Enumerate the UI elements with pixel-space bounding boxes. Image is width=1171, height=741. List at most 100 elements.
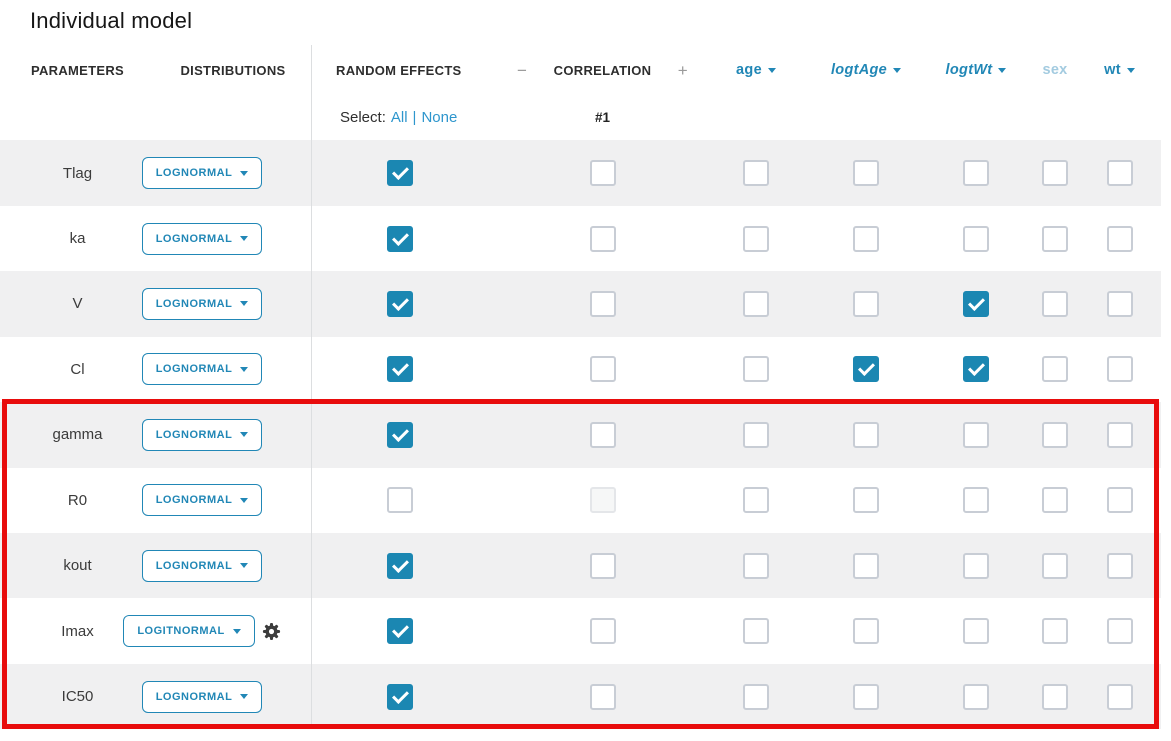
covariate-checkbox-logtWt[interactable] bbox=[963, 421, 989, 448]
covariate-checkbox-wt[interactable] bbox=[1106, 290, 1133, 317]
covariate-checkbox-logtAge[interactable] bbox=[853, 618, 879, 645]
covariate-checkbox-wt[interactable] bbox=[1106, 225, 1133, 252]
covariate-checkbox-age[interactable] bbox=[743, 290, 769, 317]
covariate-checkbox-age[interactable] bbox=[743, 683, 769, 710]
covariate-checkbox-logtWt[interactable] bbox=[963, 356, 989, 383]
covariate-header-sex: sex bbox=[1032, 45, 1078, 95]
correlation-checkbox[interactable] bbox=[589, 225, 616, 252]
covariate-checkbox-wt[interactable] bbox=[1106, 552, 1133, 579]
chevron-down-icon bbox=[767, 67, 776, 73]
random-effect-checkbox[interactable] bbox=[386, 683, 413, 710]
covariate-checkbox-logtWt[interactable] bbox=[963, 683, 989, 710]
covariate-checkbox-logtAge[interactable] bbox=[853, 683, 879, 710]
covariate-checkbox-logtAge[interactable] bbox=[853, 356, 879, 383]
random-effect-checkbox[interactable] bbox=[386, 160, 413, 187]
covariate-header-logtWt[interactable]: logtWt bbox=[920, 45, 1032, 95]
table-row: V LOGNORMAL bbox=[0, 271, 1161, 337]
covariate-checkbox-sex[interactable] bbox=[1042, 552, 1068, 579]
covariate-checkbox-wt[interactable] bbox=[1106, 421, 1133, 448]
correlation-checkbox[interactable] bbox=[589, 160, 616, 187]
table-header-row: PARAMETERS DISTRIBUTIONS RANDOM EFFECTS … bbox=[0, 45, 1161, 95]
covariate-checkbox-sex[interactable] bbox=[1042, 356, 1068, 383]
chevron-down-icon bbox=[240, 497, 249, 503]
chevron-down-icon bbox=[240, 563, 249, 569]
add-correlation-button[interactable]: + bbox=[677, 60, 688, 80]
covariate-checkbox-age[interactable] bbox=[743, 421, 769, 448]
covariate-checkbox-sex[interactable] bbox=[1042, 421, 1068, 448]
correlation-checkbox[interactable] bbox=[589, 683, 616, 710]
random-effect-checkbox[interactable] bbox=[386, 356, 413, 383]
distribution-dropdown-button[interactable]: LOGNORMAL bbox=[141, 353, 263, 386]
correlation-checkbox[interactable] bbox=[589, 356, 616, 383]
covariate-checkbox-sex[interactable] bbox=[1042, 618, 1068, 645]
random-effect-checkbox[interactable] bbox=[386, 487, 413, 514]
page-title: Individual model bbox=[30, 8, 193, 33]
random-effect-checkbox[interactable] bbox=[386, 290, 413, 317]
covariate-header-age[interactable]: age bbox=[700, 45, 812, 95]
covariate-checkbox-logtWt[interactable] bbox=[963, 290, 989, 317]
gear-icon[interactable] bbox=[262, 622, 281, 641]
covariate-checkbox-sex[interactable] bbox=[1042, 225, 1068, 252]
distribution-dropdown-button[interactable]: LOGNORMAL bbox=[141, 680, 263, 713]
distribution-dropdown-button[interactable]: LOGNORMAL bbox=[141, 549, 263, 582]
covariate-header-label: age bbox=[736, 62, 762, 78]
parameter-table-body: Tlag LOGNORMAL bbox=[0, 140, 1171, 730]
column-header-correlation: − CORRELATION + bbox=[505, 45, 700, 95]
covariate-checkbox-wt[interactable] bbox=[1106, 618, 1133, 645]
select-none-link[interactable]: None bbox=[421, 109, 458, 127]
covariate-checkbox-wt[interactable] bbox=[1106, 356, 1133, 383]
distribution-dropdown-button[interactable]: LOGITNORMAL bbox=[123, 615, 255, 648]
covariate-checkbox-sex[interactable] bbox=[1042, 683, 1068, 710]
parameter-name: kout bbox=[63, 557, 92, 575]
covariate-checkbox-age[interactable] bbox=[743, 487, 769, 514]
parameter-name: gamma bbox=[52, 426, 103, 444]
covariate-checkbox-age[interactable] bbox=[743, 356, 769, 383]
random-effect-checkbox[interactable] bbox=[386, 552, 413, 579]
covariate-checkbox-age[interactable] bbox=[743, 160, 769, 187]
title-bar: Individual model bbox=[0, 0, 1171, 45]
covariate-checkbox-logtWt[interactable] bbox=[963, 552, 989, 579]
covariate-checkbox-logtWt[interactable] bbox=[963, 487, 989, 514]
distribution-dropdown-button[interactable]: LOGNORMAL bbox=[141, 287, 263, 320]
distribution-button-label: LOGITNORMAL bbox=[137, 625, 225, 638]
covariate-checkbox-wt[interactable] bbox=[1106, 160, 1133, 187]
covariate-header-wt[interactable]: wt bbox=[1078, 45, 1161, 95]
covariate-checkbox-logtAge[interactable] bbox=[853, 487, 879, 514]
chevron-down-icon bbox=[240, 432, 249, 438]
covariate-checkbox-sex[interactable] bbox=[1042, 487, 1068, 514]
remove-correlation-button[interactable]: − bbox=[517, 60, 528, 80]
distribution-dropdown-button[interactable]: LOGNORMAL bbox=[141, 484, 263, 517]
distribution-dropdown-button[interactable]: LOGNORMAL bbox=[141, 418, 263, 451]
covariate-checkbox-age[interactable] bbox=[743, 618, 769, 645]
random-effect-checkbox[interactable] bbox=[386, 618, 413, 645]
covariate-checkbox-logtAge[interactable] bbox=[853, 290, 879, 317]
distribution-dropdown-button[interactable]: LOGNORMAL bbox=[141, 157, 263, 190]
correlation-checkbox[interactable] bbox=[589, 421, 616, 448]
correlation-checkbox[interactable] bbox=[589, 618, 616, 645]
covariate-header-logtAge[interactable]: logtAge bbox=[812, 45, 920, 95]
random-effect-checkbox[interactable] bbox=[386, 421, 413, 448]
covariate-header-label: sex bbox=[1042, 62, 1068, 78]
covariate-checkbox-sex[interactable] bbox=[1042, 290, 1068, 317]
distribution-button-label: LOGNORMAL bbox=[155, 167, 233, 180]
covariate-checkbox-wt[interactable] bbox=[1106, 683, 1133, 710]
correlation-checkbox[interactable] bbox=[589, 552, 616, 579]
chevron-down-icon bbox=[1126, 67, 1135, 73]
table-row: Tlag LOGNORMAL bbox=[0, 140, 1161, 206]
covariate-checkbox-wt[interactable] bbox=[1106, 487, 1133, 514]
covariate-checkbox-logtWt[interactable] bbox=[963, 225, 989, 252]
covariate-checkbox-logtAge[interactable] bbox=[853, 225, 879, 252]
distribution-dropdown-button[interactable]: LOGNORMAL bbox=[141, 222, 263, 255]
covariate-checkbox-age[interactable] bbox=[743, 552, 769, 579]
covariate-checkbox-logtAge[interactable] bbox=[853, 421, 879, 448]
covariate-checkbox-sex[interactable] bbox=[1042, 160, 1068, 187]
correlation-checkbox[interactable] bbox=[589, 290, 616, 317]
covariate-checkbox-logtAge[interactable] bbox=[853, 552, 879, 579]
select-all-link[interactable]: All bbox=[390, 109, 408, 127]
covariate-checkbox-logtWt[interactable] bbox=[963, 160, 989, 187]
covariate-checkbox-logtAge[interactable] bbox=[853, 160, 879, 187]
covariate-checkbox-logtWt[interactable] bbox=[963, 618, 989, 645]
distribution-button-label: LOGNORMAL bbox=[155, 690, 233, 703]
random-effect-checkbox[interactable] bbox=[386, 225, 413, 252]
covariate-checkbox-age[interactable] bbox=[743, 225, 769, 252]
